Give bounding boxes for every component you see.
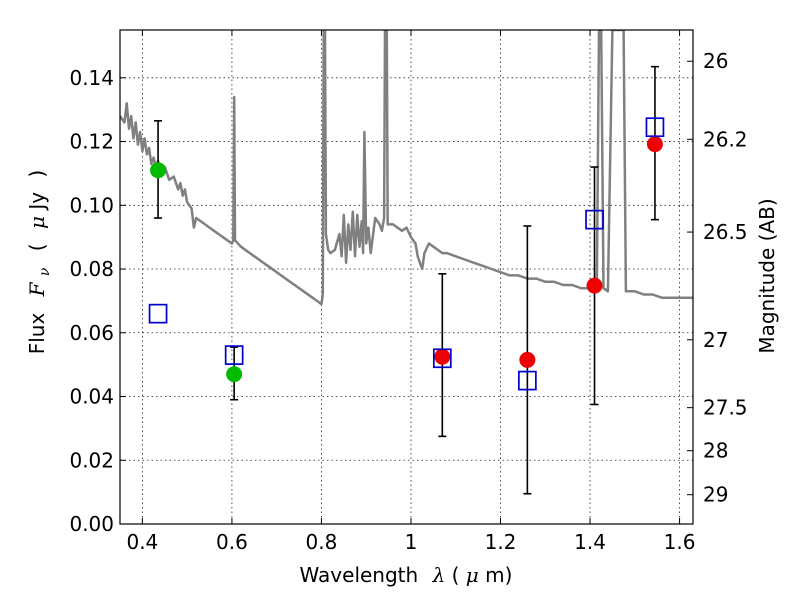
y-axis-title-text: Flux [25,313,49,355]
x-axis-title-symbol: λ [432,563,446,587]
y-tick-label: 0.14 [69,66,114,90]
y-tick-label: 0.02 [69,448,114,472]
green-point [226,366,243,383]
red-point [586,277,603,294]
x-axis-title-unit-mu: μ [466,563,479,587]
x-tick-label: 0.8 [306,530,338,554]
x-axis-title-text: Wavelength [300,563,419,587]
blue-square-point [432,348,452,369]
y-tick-label: 0.00 [69,512,114,536]
blue-square-point [224,345,244,365]
blue-square-point [585,209,604,230]
x-axis: 0.4 0.6 0.8 1 1.2 1.4 1.6 [126,30,695,554]
x-axis-title: Wavelength λ ( μ m) [300,563,513,587]
x-tick-label: 0.6 [216,530,248,554]
y2-axis-title: Magnitude (AB) [755,198,779,353]
y2-tick-label: 27 [703,328,728,352]
y-axis-title-unit-mu: μ [25,216,49,229]
x-axis-title-unit-rest: m) [485,563,512,587]
blue-square-point [645,117,665,138]
red-point [519,351,536,368]
x-tick-label: 0.4 [126,530,158,554]
x-tick-label: 1.4 [574,530,606,554]
error-bars [154,65,659,495]
y-axis-title-unit-rest: Jy [25,192,49,212]
x-tick-label: 1 [405,530,418,554]
y-axis-title-unit-open: ( [25,243,49,251]
y-tick-label: 0.04 [69,385,114,409]
y2-tick-label: 27.5 [703,396,748,420]
y2-tick-label: 26 [703,49,728,73]
x-tick-label: 1.2 [485,530,517,554]
y2-tick-label: 28 [703,439,728,463]
y-tick-label: 0.12 [69,130,114,154]
model-spectrum-line [120,30,693,306]
y2-axis: 26 26.2 26.5 27 27.5 28 29 [687,49,748,507]
plot-area [120,30,693,306]
y2-tick-label: 29 [703,483,728,507]
plot-frame [119,29,694,525]
y2-tick-label: 26.5 [703,220,748,244]
red-point [434,348,451,365]
y2-tick-label: 26.2 [703,127,748,151]
blue-square-point [148,303,168,324]
y-axis: 0.00 0.02 0.04 0.06 0.08 0.10 0.12 0.14 [69,66,126,536]
markers [148,117,665,391]
y-axis-title: Flux F ν ( μ Jy ) [25,170,54,355]
x-tick-label: 1.6 [664,530,696,554]
green-point [150,162,167,179]
y-axis-title-unit-close: ) [25,170,49,178]
x-axis-title-unit-open: ( [452,563,460,587]
y-axis-title-symbol: F [25,281,49,297]
red-point [646,136,663,153]
y-tick-label: 0.06 [69,321,114,345]
y-tick-label: 0.08 [69,257,114,281]
y-tick-label: 0.10 [69,193,114,217]
y-axis-title-sub: ν [37,267,53,276]
blue-square-point [518,370,537,391]
